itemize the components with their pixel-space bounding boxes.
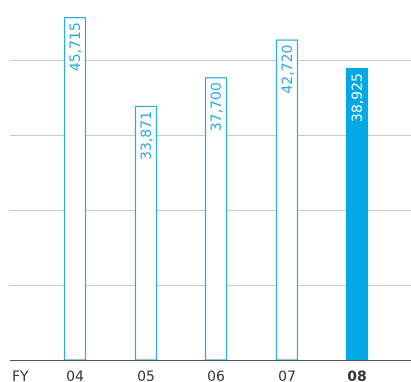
bar-group: 37,700 [204, 77, 228, 361]
x-tick-label: 05 [137, 369, 155, 382]
bar-value-label: 45,715 [68, 22, 84, 71]
bar-group: 42,720 [275, 39, 299, 361]
x-tick-label: 04 [66, 369, 84, 382]
x-tick-label: 06 [207, 369, 225, 382]
x-tick-label: 07 [278, 369, 296, 382]
x-axis-ticks: 04 05 06 07 08 [66, 369, 367, 382]
bar-group: 38,925 [345, 67, 369, 361]
bar-value-label: 33,871 [139, 111, 155, 160]
x-tick-label: 08 [347, 369, 366, 382]
bar-value-label: 37,700 [209, 82, 225, 131]
bar-group: 33,871 [134, 105, 158, 361]
x-axis-prefix-fy: FY [12, 369, 29, 382]
bar-value-label: 38,925 [350, 73, 366, 122]
bar-group: 45,715 [63, 17, 87, 361]
bar-value-label: 42,720 [280, 45, 296, 94]
bars: 45,715 33,871 37,700 42,720 38,925 [63, 17, 369, 361]
